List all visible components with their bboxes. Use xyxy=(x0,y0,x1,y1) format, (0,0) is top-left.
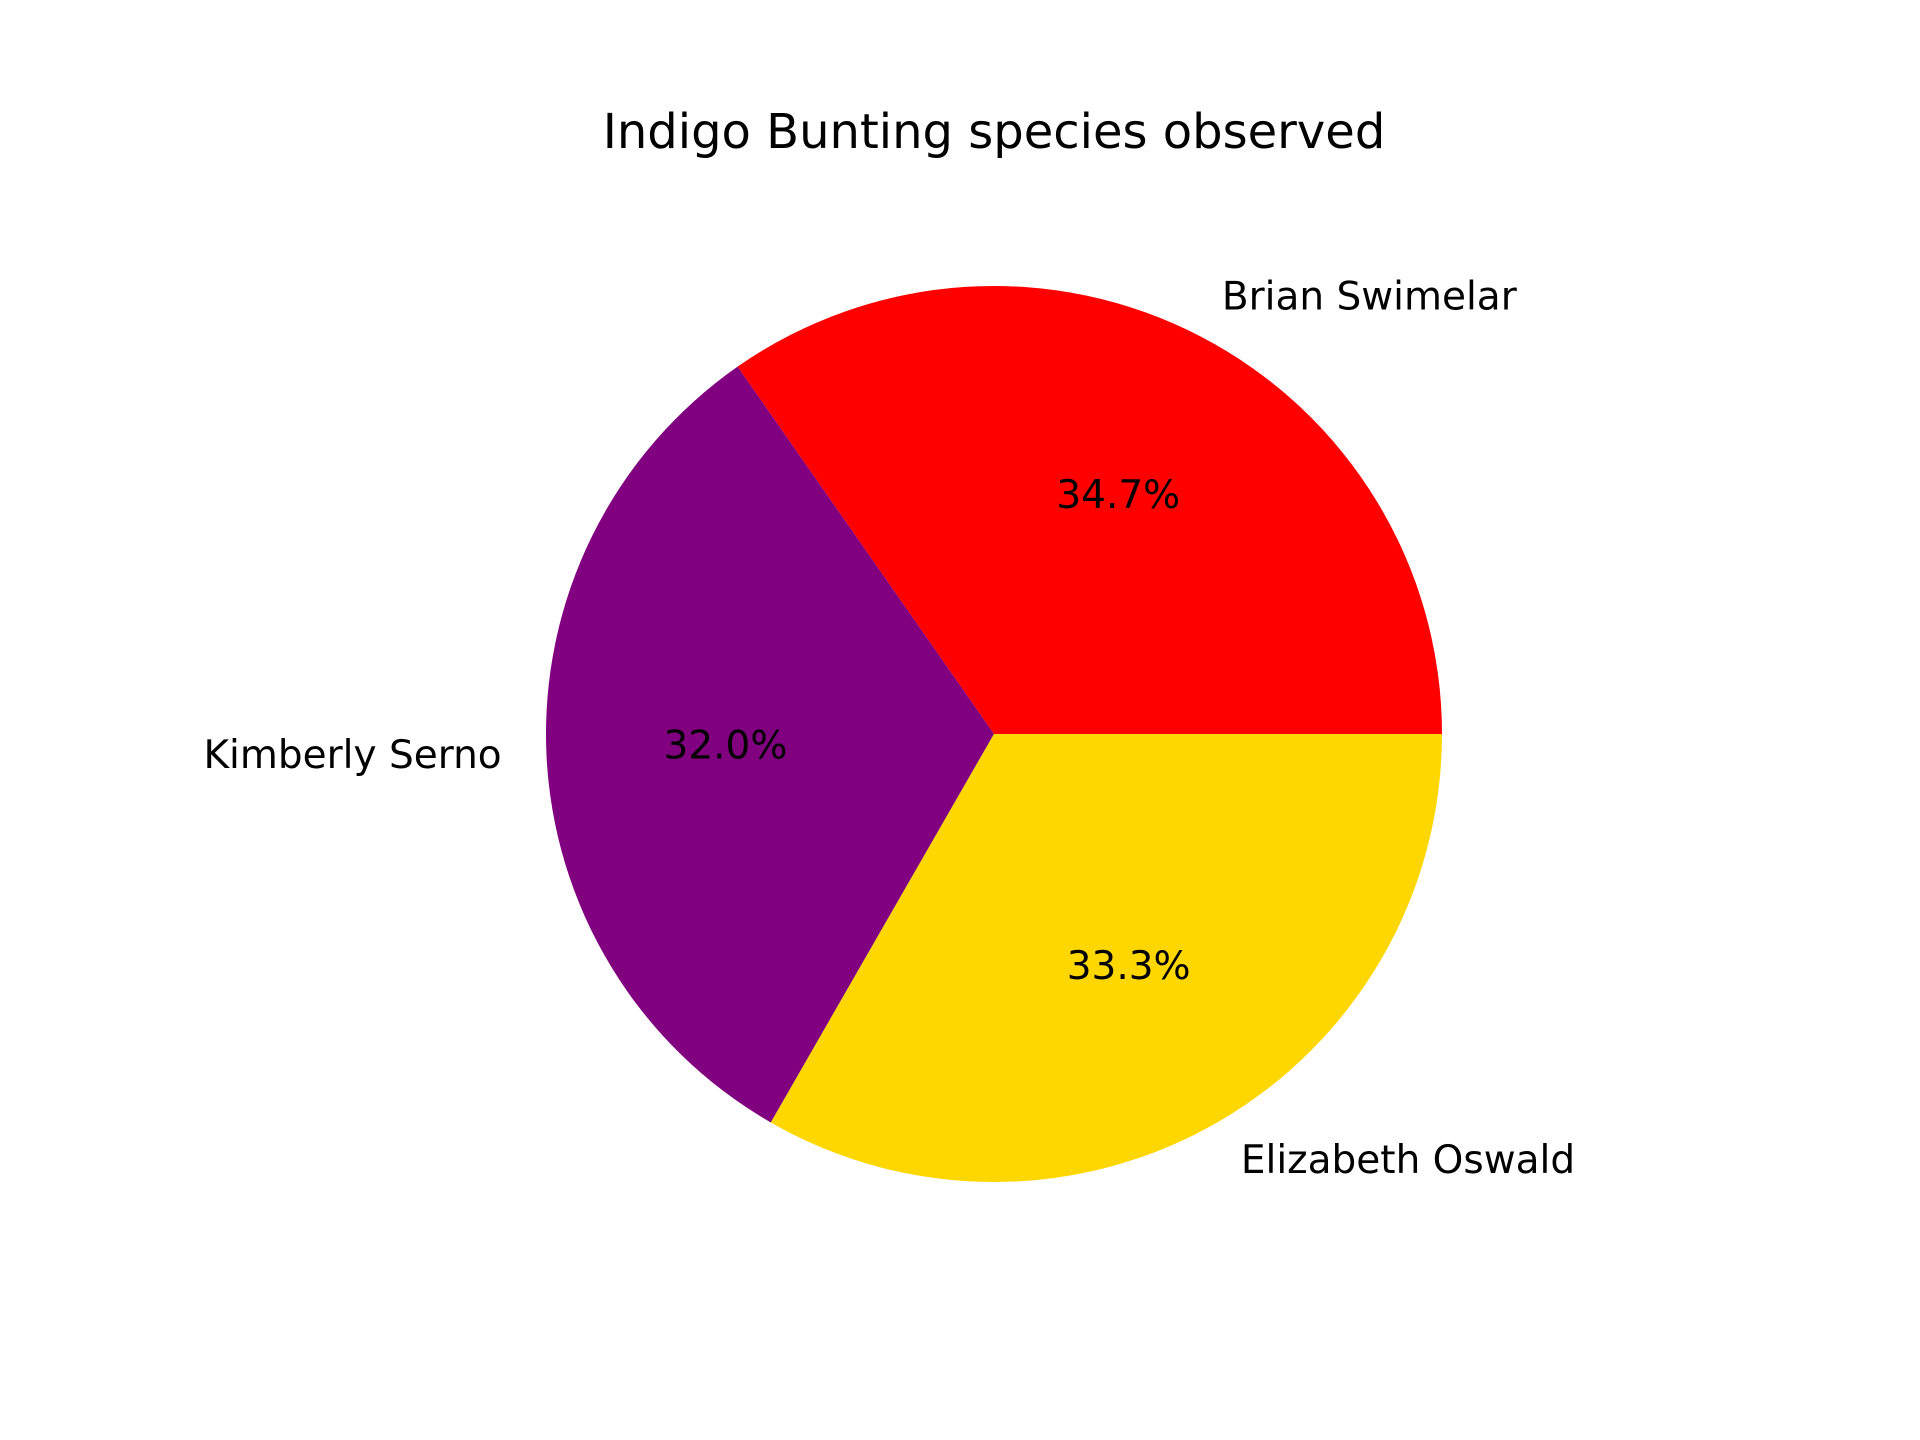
pie-slice-brian-swimelar xyxy=(737,285,1442,734)
slice-label-elizabeth-oswald: Elizabeth Oswald xyxy=(1241,1138,1575,1183)
pie-slice-elizabeth-oswald xyxy=(770,734,1442,1182)
chart-title: Indigo Bunting species observed xyxy=(603,104,1386,160)
pie-slice-kimberly-serno xyxy=(545,366,994,1123)
pie-labels: Brian Swimelar 34.7% Kimberly Serno 32.0% El… xyxy=(203,275,1575,1183)
pie-slices xyxy=(545,285,1442,1182)
slice-percent-kimberly-serno: 32.0% xyxy=(664,723,788,768)
slice-percent-brian-swimelar: 34.7% xyxy=(1056,473,1180,518)
slice-label-brian-swimelar: Brian Swimelar xyxy=(1222,275,1518,320)
slice-label-kimberly-serno: Kimberly Serno xyxy=(203,733,501,778)
slice-percent-elizabeth-oswald: 33.3% xyxy=(1067,944,1191,989)
